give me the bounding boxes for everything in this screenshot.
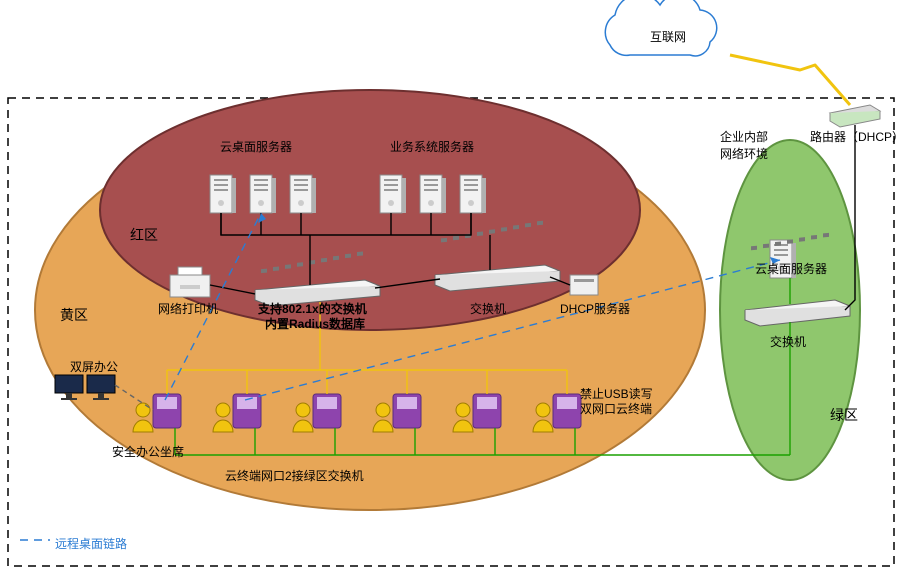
router-label: 路由器（DHCP） [810, 128, 900, 145]
printer-label: 网络打印机 [158, 300, 218, 317]
green-zone-label: 绿区 [830, 405, 858, 425]
diagram-stage: 互联网 企业内部 网络环境 路由器（DHCP） 云桌面服务器 业务系统服务器 网… [0, 0, 900, 571]
cloud-servers-label: 云桌面服务器 [220, 138, 292, 155]
diagram-svg [0, 0, 900, 571]
yellow-zone-label: 黄区 [60, 305, 88, 325]
usb-note-2: 双网口云终端 [580, 400, 652, 417]
switch-label: 交换机 [470, 300, 506, 317]
remote-link-label: 远程桌面链路 [55, 535, 127, 552]
corp-env-1: 企业内部 [720, 128, 768, 145]
switch-8021x-2: 内置Radius数据库 [265, 315, 365, 332]
corp-env-2: 网络环境 [720, 145, 768, 162]
internet-label: 互联网 [650, 28, 686, 45]
bottom-note: 云终端网口2接绿区交换机 [225, 467, 364, 484]
red-zone-label: 红区 [130, 225, 158, 245]
dual-screen-label: 双屏办公 [70, 358, 118, 375]
safe-seat-label: 安全办公坐席 [112, 443, 184, 460]
green-cloud-label: 云桌面服务器 [755, 260, 827, 277]
green-switch-label: 交换机 [770, 333, 806, 350]
biz-servers-label: 业务系统服务器 [390, 138, 474, 155]
dhcp-label: DHCP服务器 [560, 300, 630, 317]
